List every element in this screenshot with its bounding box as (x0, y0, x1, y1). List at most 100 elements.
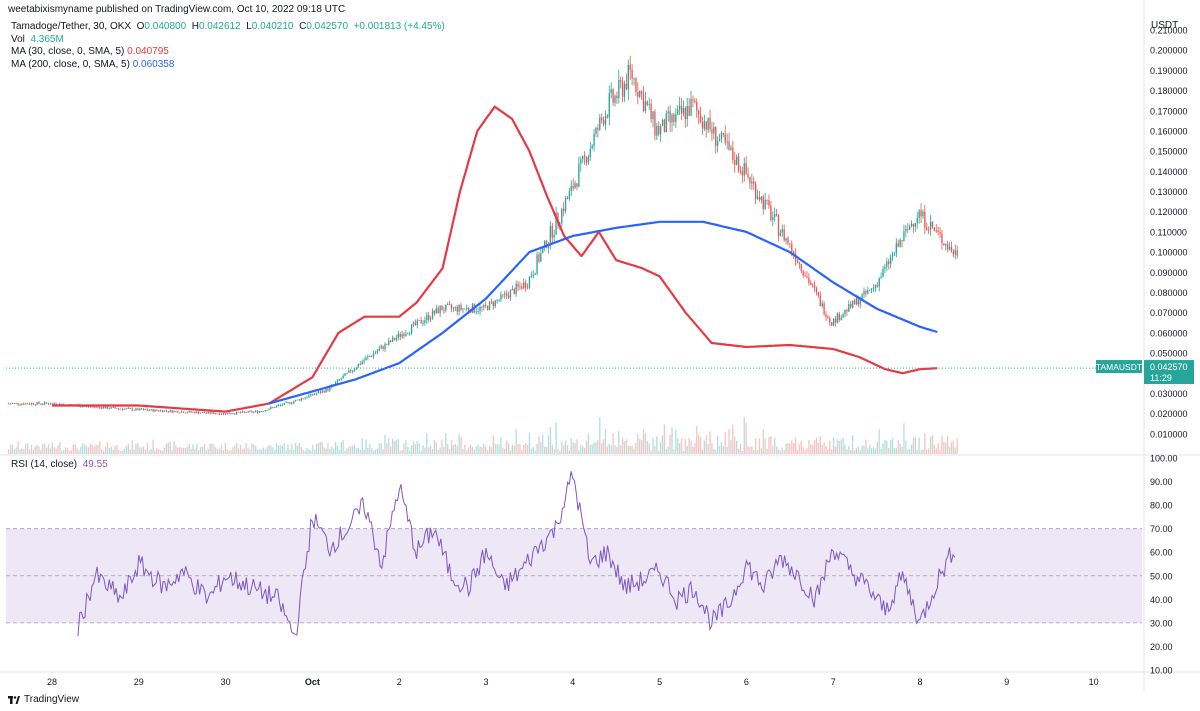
volume-bar (502, 447, 504, 454)
volume-bar (561, 441, 563, 454)
tradingview-brand: TradingView (24, 694, 80, 705)
rsi-legend[interactable]: RSI (14, close) 49.55 (11, 459, 108, 470)
volume-bar (255, 445, 257, 454)
candle-body (452, 307, 455, 309)
candle-body (758, 196, 761, 201)
volume-bar (878, 429, 880, 454)
candle-body (325, 388, 327, 393)
symbol-name[interactable]: Tamadoge/Tether, 30, OKX (11, 21, 132, 32)
volume-bar (564, 440, 567, 454)
symbol-ohlc-row[interactable]: Tamadoge/Tether, 30, OKX O0.040800 H0.04… (11, 21, 445, 34)
volume-bar (447, 443, 449, 454)
volume-bar (361, 438, 363, 454)
volume-bar (274, 449, 276, 454)
volume-bar (76, 447, 78, 454)
volume-bar (148, 450, 150, 454)
volume-bar (239, 444, 242, 454)
volume-bar (694, 442, 696, 454)
volume-bar (332, 448, 335, 454)
volume-bar (220, 445, 223, 454)
candle-body (19, 404, 21, 406)
volume-bar (441, 439, 443, 454)
candle-body (262, 411, 264, 412)
candle-body (467, 307, 470, 311)
candle-body (878, 278, 880, 287)
candle-body (49, 404, 52, 405)
volume-bar (568, 450, 571, 454)
volume-bar (585, 440, 588, 454)
candle-body (901, 240, 903, 242)
volume-bar (819, 436, 821, 454)
volume-bar (57, 445, 59, 454)
volume-bar (652, 437, 654, 454)
candle-body (481, 306, 483, 308)
volume-bar (610, 445, 612, 454)
candle-body (785, 238, 787, 241)
price-tick-label: 0.070000 (1150, 308, 1188, 318)
candle-body (410, 324, 413, 333)
volume-bar (891, 438, 894, 454)
volume-bar (551, 444, 553, 454)
candle-body (680, 105, 683, 114)
time-tick-label: 4 (570, 677, 575, 687)
volume-bar (861, 445, 863, 454)
candle-body (418, 319, 420, 321)
candle-body (652, 111, 654, 120)
ma200-legend-row[interactable]: MA (200, close, 0, SMA, 5) 0.060358 (11, 59, 445, 72)
volume-bar (851, 435, 854, 454)
volume-bar (697, 434, 700, 454)
volume-bar (542, 434, 544, 454)
ma30-legend-row[interactable]: MA (30, close, 0, SMA, 5) 0.040795 (11, 46, 445, 59)
volume-bar (682, 450, 685, 454)
candle-body (794, 254, 797, 261)
volume-legend-row[interactable]: Vol 4.365M (11, 34, 445, 47)
candle-body (137, 408, 139, 411)
candle-body (791, 243, 793, 253)
candle-body (374, 352, 377, 354)
volume-bar (570, 438, 572, 454)
volume-bar (222, 450, 225, 454)
volume-bars (7, 417, 958, 454)
candle-body (874, 285, 877, 289)
volume-bar (716, 435, 719, 454)
high-label: H (191, 21, 199, 32)
candle-body (895, 243, 897, 254)
candle-body (391, 337, 394, 342)
volume-bar (855, 448, 858, 454)
volume-bar (884, 439, 886, 454)
candle-body (821, 303, 823, 307)
candle-body (893, 253, 896, 255)
candle-body (460, 305, 462, 310)
volume-bar (825, 445, 827, 454)
volume-bar (144, 449, 147, 454)
tradingview-footer[interactable]: TradingView (8, 694, 79, 705)
volume-bar (602, 439, 605, 454)
candle-body (787, 238, 789, 244)
candle-body (38, 402, 40, 404)
candle-body (450, 304, 453, 309)
candle-body (266, 410, 268, 411)
volume-bar (30, 444, 33, 454)
candle-body (707, 117, 709, 130)
candle-body (304, 397, 306, 399)
volume-bar (741, 450, 744, 454)
volume-bar (618, 430, 620, 454)
close-value: 0.042570 (306, 21, 349, 32)
volume-bar (63, 449, 65, 454)
volume-bar (850, 450, 852, 454)
candle-body (150, 409, 152, 411)
rsi-tick-label: 20.00 (1150, 642, 1173, 652)
volume-bar (352, 445, 354, 454)
candle-body (933, 227, 936, 231)
candle-body (500, 294, 502, 300)
candle-body (177, 411, 179, 413)
candle-body (378, 348, 380, 351)
candle-body (741, 171, 744, 176)
volume-bar (732, 424, 734, 454)
time-tick-label: 3 (483, 677, 488, 687)
candle-body (905, 229, 907, 232)
candle-body (131, 408, 133, 411)
volume-bar (796, 450, 799, 454)
candle-body (260, 411, 263, 412)
